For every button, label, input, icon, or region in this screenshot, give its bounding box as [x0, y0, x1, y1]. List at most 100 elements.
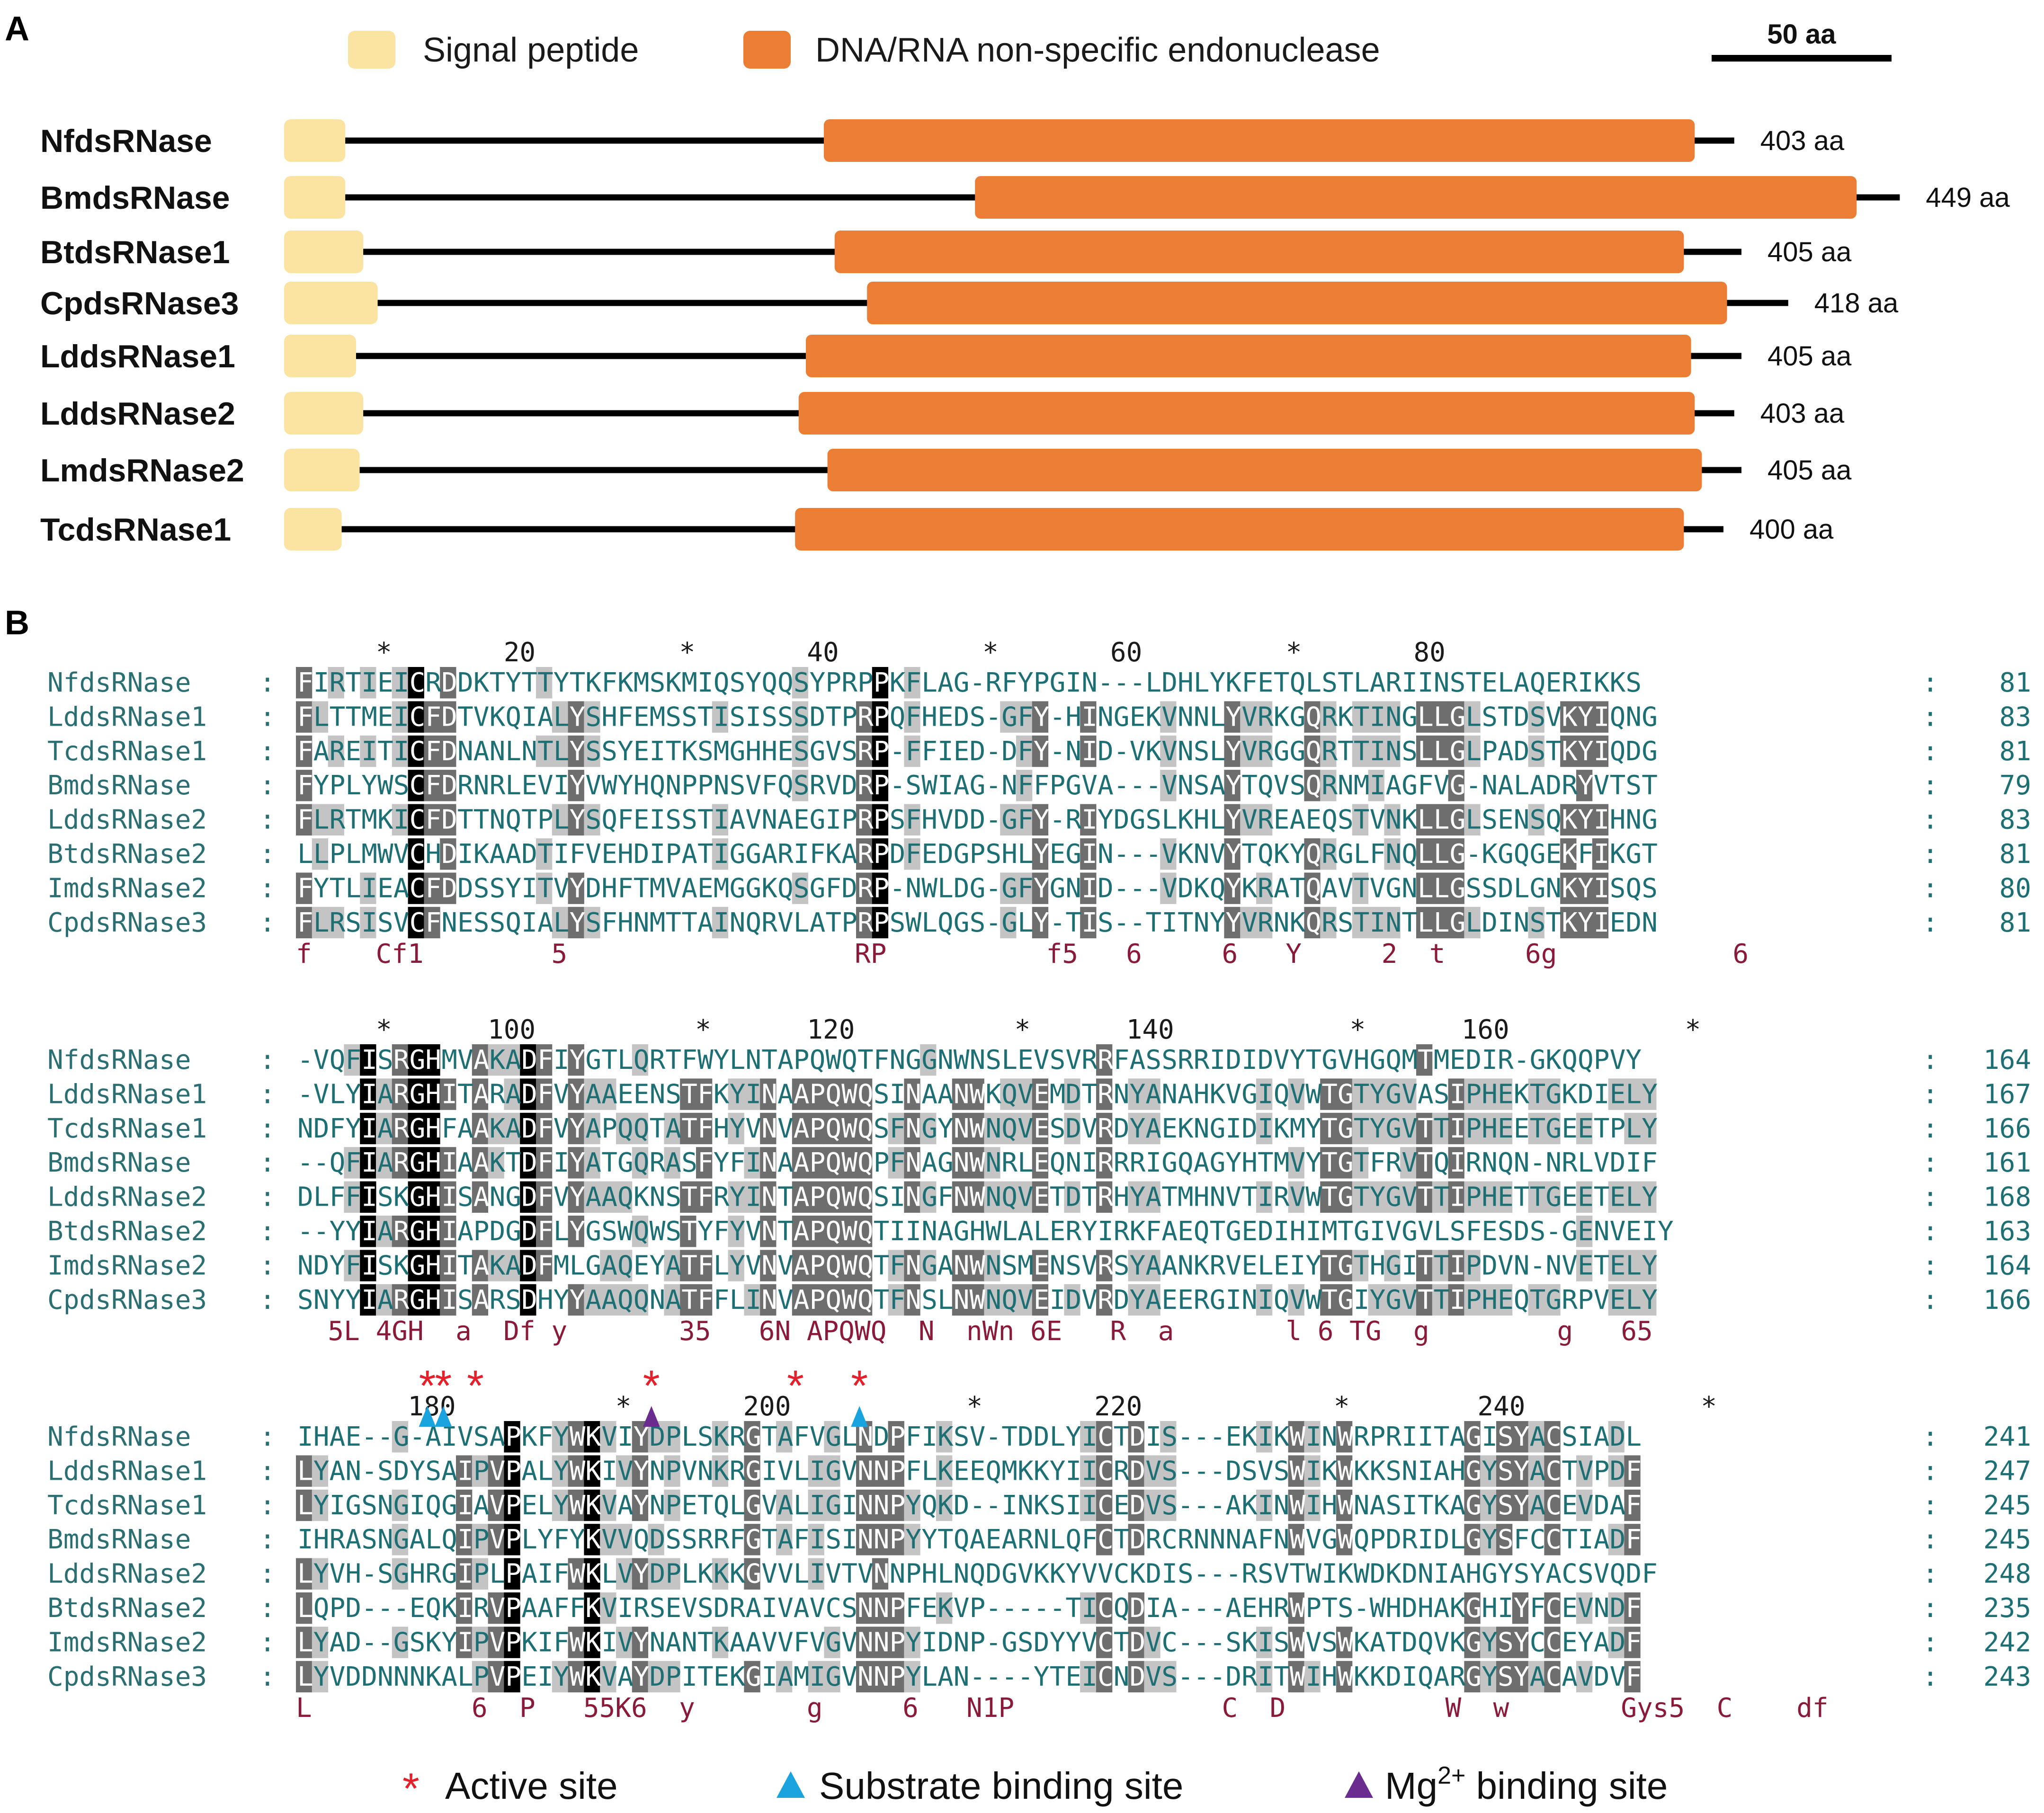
residue: G: [1225, 1216, 1241, 1247]
residue: N: [890, 1559, 906, 1590]
residue: D: [521, 1147, 537, 1178]
position-ruler: * 20 * 40 * 60 * 80: [376, 637, 1446, 668]
residue: E: [1578, 1216, 1594, 1247]
residue: K: [617, 667, 634, 698]
residue-shade: [408, 770, 424, 801]
residue: I: [1450, 1182, 1466, 1213]
residue: Q: [857, 1250, 874, 1281]
residue: S: [1145, 1045, 1161, 1075]
residue: V: [1161, 702, 1178, 732]
sequence-colon: :: [259, 873, 276, 904]
residue-shade: [952, 1181, 969, 1213]
residue: L: [553, 1216, 570, 1247]
residue: F: [345, 1250, 361, 1281]
sequence-colon: :: [1922, 1490, 1938, 1521]
residue: S: [1530, 805, 1546, 835]
residue-shade: [424, 735, 440, 767]
residue: I: [1578, 1524, 1594, 1555]
residue: D: [313, 1113, 330, 1144]
residue: -: [361, 1422, 377, 1452]
residue: D: [521, 1250, 537, 1281]
residue: P: [810, 1113, 826, 1144]
residue: S: [1018, 1627, 1034, 1658]
residue: R: [985, 667, 1001, 698]
residue: E: [954, 736, 970, 767]
residue: Q: [634, 1524, 650, 1555]
residue: -: [1465, 839, 1482, 870]
residue-shade: [1064, 1181, 1080, 1213]
residue: K: [1450, 1593, 1466, 1624]
protein-name: LddsRNase1: [40, 338, 235, 374]
residue: V: [970, 1422, 986, 1452]
residue: A: [617, 1662, 634, 1692]
residue-shade: [1416, 872, 1433, 904]
residue: -: [1194, 1422, 1210, 1452]
residue: N: [1338, 770, 1354, 801]
residue: K: [585, 1559, 601, 1590]
residue: H: [745, 736, 761, 767]
residue: E: [1241, 1593, 1258, 1624]
residue: A: [794, 1216, 810, 1247]
residue-shade: [360, 1216, 376, 1247]
residue: -: [1018, 1593, 1034, 1624]
residue: -: [985, 907, 1001, 938]
residue: F: [1418, 770, 1434, 801]
residue: F: [1145, 1216, 1161, 1247]
residue: T: [457, 1079, 473, 1110]
residue: D: [1514, 736, 1530, 767]
sequence-name: ImdsRNase2: [47, 1627, 207, 1658]
residue: H: [1178, 667, 1194, 698]
residue: I: [1482, 1422, 1498, 1452]
residue-shade: [1448, 872, 1464, 904]
residue: A: [777, 1662, 794, 1692]
residue: A: [1450, 1559, 1466, 1590]
residue-shade: [1320, 838, 1337, 870]
residue: W: [841, 1250, 857, 1281]
residue: G: [1321, 1524, 1338, 1555]
residue: I: [1578, 667, 1594, 698]
residue: V: [1018, 1285, 1034, 1315]
residue: N: [1081, 667, 1098, 698]
residue-shade: [904, 804, 920, 835]
residue: R: [1274, 1182, 1290, 1213]
residue: V: [330, 1559, 346, 1590]
residue: W: [570, 1627, 586, 1658]
residue-shade: [568, 1044, 584, 1076]
residue: Y: [1578, 873, 1594, 904]
residue: I: [617, 1422, 634, 1452]
residue: N: [1098, 702, 1114, 732]
residue: D: [937, 1627, 954, 1658]
residue: G: [1545, 1285, 1562, 1315]
residue: I: [1081, 1593, 1098, 1624]
residue: D: [585, 873, 601, 904]
residue: F: [1530, 1593, 1546, 1624]
residue: E: [1130, 702, 1146, 732]
sequence-colon: :: [1922, 1285, 1938, 1315]
residue: P: [1578, 1285, 1594, 1315]
residue: -: [377, 1627, 393, 1658]
mg-binding-legend-icon: [1345, 1771, 1373, 1798]
residue: F: [330, 1113, 346, 1144]
residue: Y: [730, 1250, 746, 1281]
residue: L: [345, 873, 361, 904]
residue: I: [1594, 1079, 1610, 1110]
residue: H: [1482, 1285, 1498, 1315]
residue: T: [1114, 1524, 1130, 1555]
residue: A: [921, 1147, 937, 1178]
residue-shade: [1384, 804, 1401, 835]
residue: F: [425, 770, 441, 801]
residue-shade: [440, 735, 456, 767]
sequence-residues: LYVH-SGHRGIPLPAIFWKLVYDPLKKKGVVLIVTVNNPH…: [297, 1559, 1658, 1590]
residue: A: [1194, 1147, 1210, 1178]
residue-shade: [888, 1250, 904, 1281]
residue: P: [505, 1662, 521, 1692]
residue: C: [410, 667, 426, 698]
residue: Y: [570, 1147, 586, 1178]
residue: N: [970, 1045, 986, 1075]
residue: H: [921, 1559, 937, 1590]
residue-shade: [1592, 906, 1609, 939]
sequence-name: ImdsRNase2: [47, 1250, 207, 1281]
residue: G: [1338, 1113, 1354, 1144]
residue: V: [841, 1662, 857, 1692]
residue: F: [425, 736, 441, 767]
